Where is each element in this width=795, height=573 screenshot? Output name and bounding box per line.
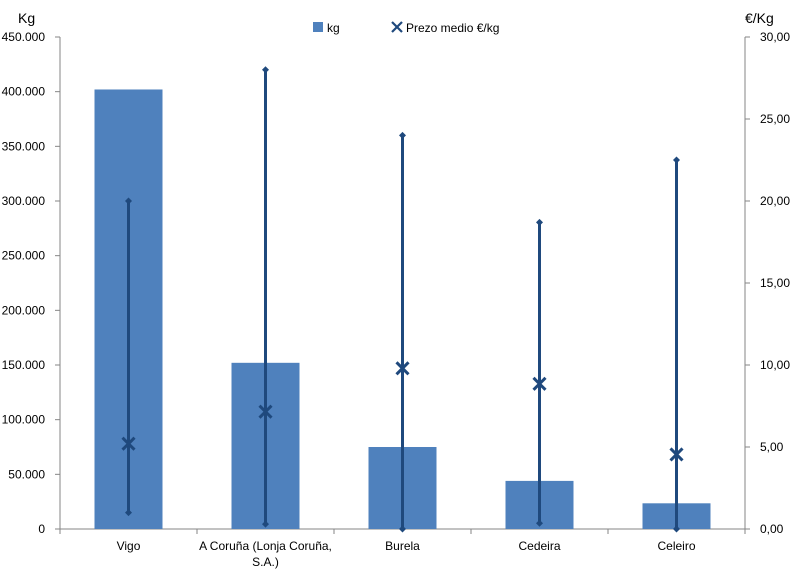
legend-label-kg: kg	[327, 21, 340, 35]
left-tick-label: 200.000	[2, 303, 46, 317]
right-tick-label: 10,00	[760, 358, 790, 372]
left-axis-title: Kg	[18, 10, 35, 26]
left-tick-label: 400.000	[2, 85, 46, 99]
price-low-marker	[262, 520, 269, 528]
marker-stroke	[121, 436, 136, 451]
marker-stroke	[532, 376, 547, 391]
left-tick-label: 100.000	[2, 413, 46, 427]
right-tick-label: 20,00	[760, 194, 790, 208]
marker-stroke	[669, 447, 684, 462]
price-low-marker	[536, 519, 543, 527]
right-axis-ticks: 0,00 5,00 10,00 15,00 20,00 25,00 30,00	[745, 30, 790, 536]
price-high-marker	[673, 156, 680, 164]
category-label: Vigo	[117, 539, 141, 553]
left-tick-label: 50.000	[8, 467, 45, 481]
category-label-line: A Coruña (Lonja Coruña,	[199, 539, 332, 553]
price-low-marker	[673, 525, 680, 533]
price-high-marker	[536, 218, 543, 226]
right-tick-label: 5,00	[760, 440, 784, 454]
category-label-line: S.A.)	[252, 555, 279, 569]
category-label: Cedeira	[518, 539, 560, 553]
right-tick-label: 0,00	[760, 522, 784, 536]
left-tick-label: 350.000	[2, 139, 46, 153]
price-average-marker	[532, 376, 547, 391]
left-tick-label: 300.000	[2, 194, 46, 208]
legend-swatch-kg	[313, 22, 323, 32]
right-axis-title: €/Kg	[745, 10, 774, 26]
right-tick-label: 30,00	[760, 30, 790, 44]
left-tick-label: 150.000	[2, 358, 46, 372]
category-label: A Coruña (Lonja Coruña, S.A.)	[199, 539, 332, 569]
category-label: Celeiro	[657, 539, 695, 553]
right-tick-label: 15,00	[760, 276, 790, 290]
price-average-marker	[258, 404, 273, 419]
price-average-marker	[669, 447, 684, 462]
price-high-marker	[262, 66, 269, 74]
category-label-line: Celeiro	[657, 539, 695, 553]
marker-stroke	[395, 361, 410, 376]
right-tick-label: 25,00	[760, 112, 790, 126]
price-average-marker	[395, 361, 410, 376]
category-label: Burela	[385, 539, 420, 553]
price-average-marker	[121, 436, 136, 451]
left-tick-label: 0	[38, 522, 45, 536]
legend-swatch-price	[391, 21, 403, 33]
legend: kg Prezo medio €/kg	[313, 21, 499, 35]
price-high-marker	[399, 131, 406, 139]
range-lines	[125, 66, 680, 533]
category-labels: Vigo A Coruña (Lonja Coruña, S.A.) Burela Ce…	[117, 539, 696, 569]
left-tick-label: 250.000	[2, 249, 46, 263]
price-low-marker	[125, 509, 132, 517]
legend-label-price: Prezo medio €/kg	[406, 21, 499, 35]
category-label-line: Cedeira	[518, 539, 560, 553]
left-tick-label: 450.000	[2, 30, 46, 44]
price-low-marker	[399, 525, 406, 533]
marker-stroke	[258, 404, 273, 419]
category-label-line: Vigo	[117, 539, 141, 553]
price-markers	[121, 361, 684, 462]
price-high-marker	[125, 197, 132, 205]
left-axis-ticks: 0 50.000 100.000 150.000 200.000 250.000 300.0…	[2, 30, 60, 536]
category-label-line: Burela	[385, 539, 420, 553]
